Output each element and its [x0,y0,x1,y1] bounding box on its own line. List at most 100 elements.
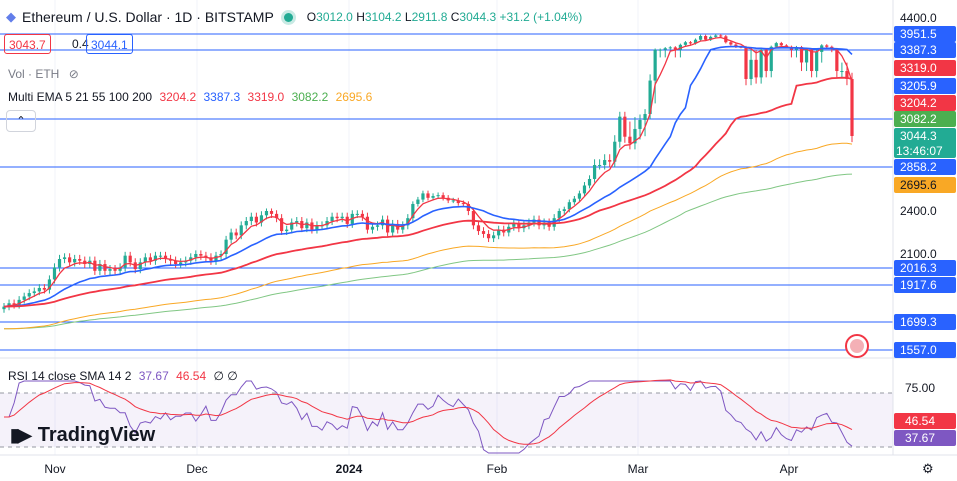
price-label-bg [894,342,956,358]
sell-price-button[interactable]: 3043.7 [4,34,51,54]
price-label-bg [894,277,956,293]
price-label: 3951.5 [900,27,937,41]
candle-body [678,44,682,50]
candle-body [12,303,16,305]
buy-price-button[interactable]: 3044.1 [86,34,133,54]
settings-icon[interactable]: ⚙ [922,461,934,476]
candle-body [587,178,592,186]
candle-body [340,216,344,219]
rsi-line [4,380,853,454]
volume-legend[interactable]: Vol · ETH ⊘ [8,67,79,81]
candle-body [375,225,380,227]
candle-body [264,211,269,216]
candle-body [143,257,147,263]
candle-body [22,296,26,300]
candle-body [234,232,238,236]
candle-body [153,255,158,261]
candle-body [27,293,31,297]
candle-body [204,255,208,258]
candle-body [603,160,607,166]
candle-body [643,114,647,120]
candle-body [431,196,435,198]
ema-100-line [3,173,853,330]
candle-body [360,213,364,217]
candle-body [57,259,62,268]
candle-body [214,255,218,261]
eye-hidden-icon[interactable]: ⊘ [68,67,79,81]
time-axis-tick: Apr [780,462,799,476]
price-label: 3082.2 [900,112,937,126]
candle-body [825,45,829,47]
tradingview-logo[interactable]: ▮▶ TradingView [10,424,155,447]
candle-body [683,42,688,45]
open-value: 3012.0 [316,10,353,24]
brand-name: TradingView [37,424,156,446]
ema-legend[interactable]: Multi EMA 5 21 55 100 200 3204.2 3387.3 … [8,90,372,104]
candle-body [174,260,178,265]
candle-body [224,239,228,254]
candle-body [653,49,657,81]
candle-body [481,231,486,234]
price-label-bg [894,260,956,276]
candle-body [451,200,455,202]
candle-body [37,287,41,292]
chevron-up-icon[interactable]: ⌃ [6,110,36,132]
price-label-bg [894,26,956,42]
candle-body [113,269,117,271]
candle-body [244,221,248,226]
low-value: 2911.8 [411,10,448,24]
candle-body [78,259,82,261]
candle-body [17,299,21,305]
ema100-value: 3082.2 [291,90,329,104]
candle-body [456,200,460,204]
candle-body [441,195,445,198]
candle-body [714,35,718,37]
candle-body [219,254,223,256]
candle-body [330,216,334,222]
ema5-value: 3204.2 [159,90,197,104]
price-label: 2400.0 [900,204,937,218]
candle-body [335,216,339,219]
candle-body [582,185,587,194]
price-label: 2858.2 [900,160,937,174]
candle-body [229,232,233,240]
candle-body [618,116,622,142]
candle-body [759,49,763,78]
price-label-bg [894,42,956,58]
candle-body [62,257,67,260]
chart-header: ◆ Ethereum / U.S. Dollar · 1D · BITSTAMP… [6,9,582,25]
candle-body [815,51,819,72]
candle-body [391,223,395,233]
candle-body [769,46,773,72]
candle-body [148,257,152,261]
candle-body [163,255,168,260]
tradingview-icon: ▮▶ [10,425,32,445]
price-label: 1917.6 [900,278,937,292]
price-label: 2100.0 [900,247,937,261]
candle-body [158,255,163,257]
ema-55-line [3,76,853,308]
candle-body [734,44,738,47]
price-label-bg [894,314,956,330]
close-value: 3044.3 [459,10,497,24]
rsi-legend[interactable]: RSI 14 close SMA 14 2 37.67 46.54 ∅ ∅ [8,369,238,383]
price-label-bg [894,177,956,193]
market-open-icon [283,12,293,22]
candle-body [850,78,854,136]
candle-body [52,267,57,280]
candle-body [461,203,465,205]
price-label: 3044.3 [900,129,937,143]
candle-body [497,229,501,236]
time-axis-tick: 2024 [336,462,363,476]
candle-body [315,225,319,230]
candle-body [295,221,299,223]
rsi-sma-line [4,379,853,445]
ema200-value: 2695.6 [335,90,373,104]
candle-body [764,49,768,72]
candle-body [688,42,693,44]
candle-body [305,222,309,229]
symbol-title[interactable]: Ethereum / U.S. Dollar · 1D · BITSTAMP [22,9,274,25]
price-label: 3205.9 [900,79,937,93]
candle-body [517,223,521,229]
